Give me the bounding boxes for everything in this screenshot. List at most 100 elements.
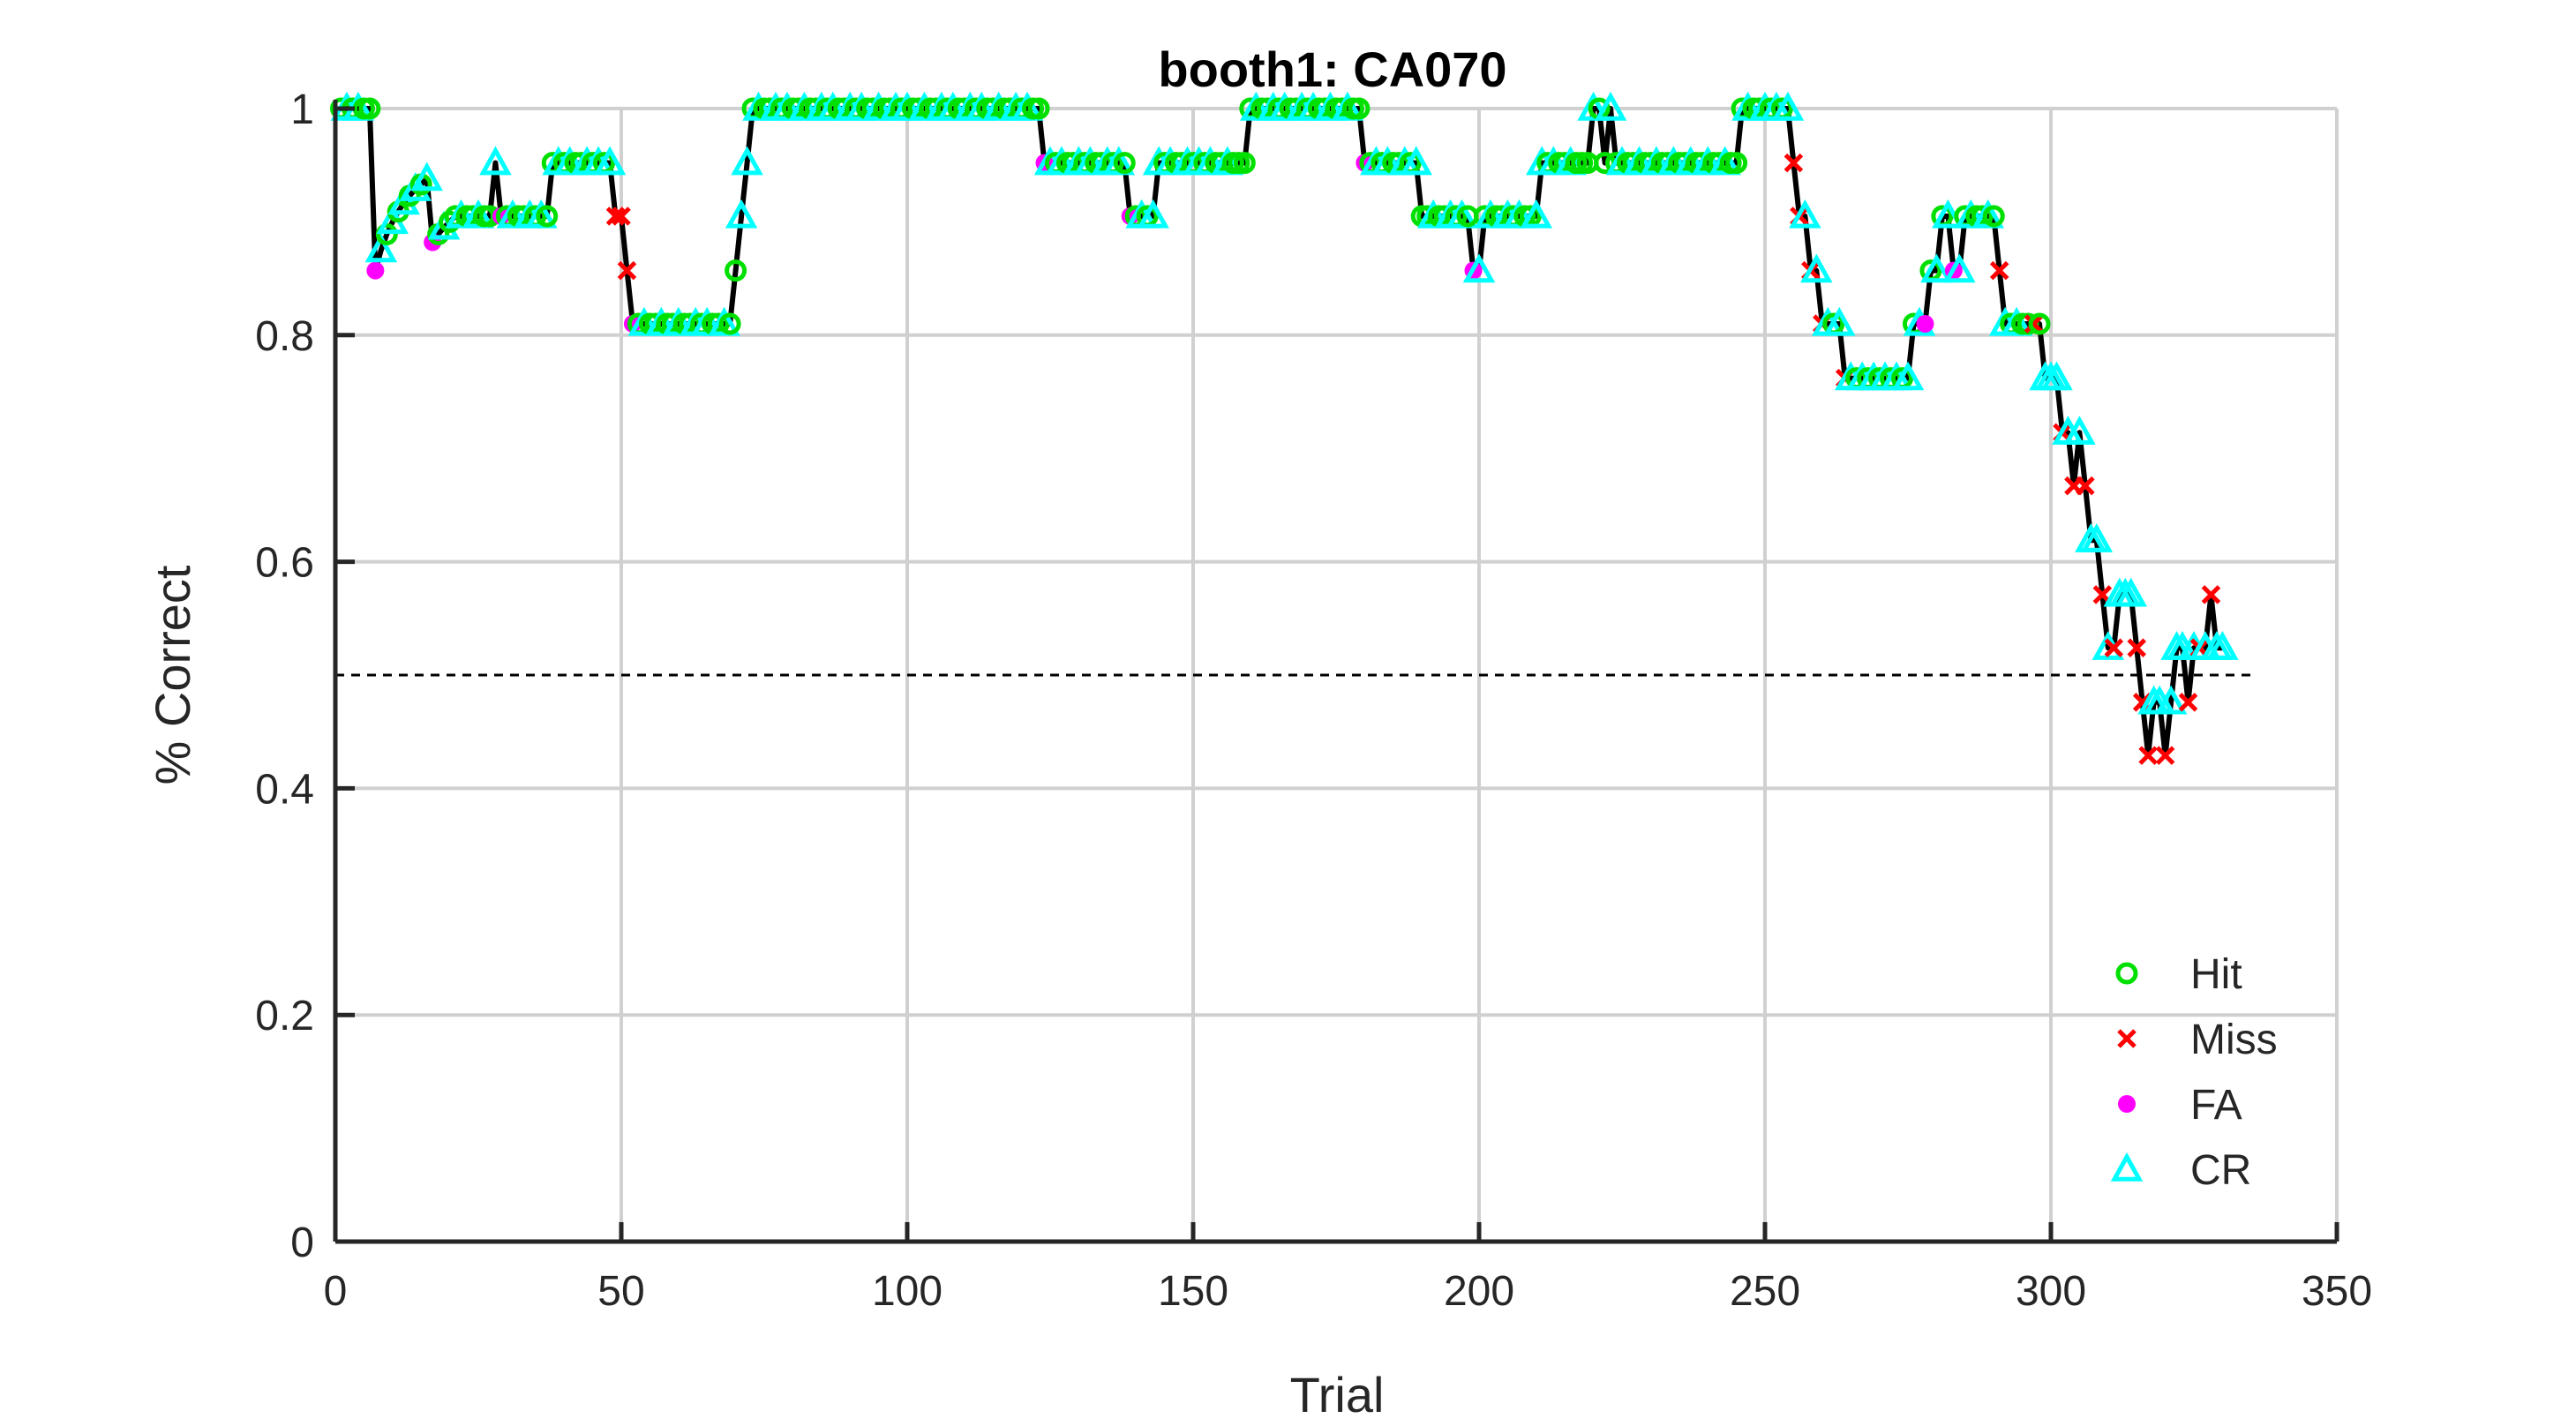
trial-marker-miss — [2138, 746, 2158, 765]
trial-marker-cr — [445, 199, 477, 229]
legend-marker-hit — [2115, 962, 2138, 985]
trial-marker-cr — [1416, 199, 1450, 229]
y-axis-label: % Correct — [145, 565, 200, 784]
trial-marker-cr — [1789, 199, 1821, 229]
trial-marker-cr — [770, 91, 804, 121]
trial-marker-cr — [387, 185, 421, 215]
trial-marker-hit — [718, 312, 741, 335]
trial-marker-fa — [366, 261, 385, 280]
trial-marker-cr — [1623, 146, 1656, 176]
trial-marker-hit — [375, 223, 398, 246]
y-tick-label: 1 — [290, 86, 314, 133]
trial-marker-cr — [1640, 146, 1673, 176]
trial-marker-miss — [1989, 260, 2009, 281]
trial-marker-cr — [2080, 523, 2114, 552]
trial-marker-cr — [1474, 199, 1507, 229]
trial-marker-cr — [1503, 199, 1536, 229]
trial-marker-cr — [1709, 146, 1741, 176]
trial-marker-cr — [496, 199, 529, 229]
trial-marker-cr — [1932, 199, 1964, 229]
trial-marker-cr — [645, 306, 678, 336]
trial-marker-cr — [788, 91, 821, 121]
trial-marker-cr — [1331, 91, 1364, 121]
trial-marker-cr — [1577, 91, 1610, 121]
trial-marker-cr — [2114, 577, 2147, 607]
tick-labels: 0 50 100 150 200 250 300 350 0 0.2 0.4 0.6 0.8 1 — [255, 86, 2372, 1315]
trial-marker-cr — [1771, 91, 1805, 121]
trial-marker-cr — [627, 306, 661, 336]
trial-marker-miss — [1784, 153, 1804, 173]
trial-marker-cr — [1153, 146, 1187, 176]
legend-label-hit: Hit — [2190, 951, 2242, 998]
trial-marker-cr — [890, 91, 924, 121]
trial-marker-miss — [605, 206, 626, 226]
trial-marker-hit — [1027, 97, 1050, 120]
trial-marker-cr — [2000, 306, 2033, 336]
trial-marker-miss — [2024, 314, 2044, 334]
trial-marker-cr — [1371, 146, 1404, 176]
trial-marker-hit — [1233, 152, 1256, 175]
trial-marker-cr — [525, 199, 558, 229]
y-tick-label: 0.8 — [255, 313, 314, 360]
trial-marker-cr — [1891, 361, 1925, 391]
trial-marker-cr — [1971, 199, 2004, 229]
trial-marker-cr — [1536, 146, 1570, 176]
trial-marker-cr — [410, 161, 443, 191]
trial-marker-hit — [725, 259, 747, 282]
trial-marker-cr — [1296, 91, 1330, 121]
trial-marker-cr — [1800, 253, 1833, 283]
trial-marker-cr — [1943, 253, 1976, 283]
legend-marker-fa — [2118, 1095, 2136, 1113]
trial-marker-cr — [725, 199, 758, 229]
trial-marker-cr — [1594, 91, 1627, 121]
trial-marker-cr — [1822, 306, 1856, 336]
trial-marker-cr — [1314, 91, 1347, 121]
x-tick-label: 350 — [2302, 1268, 2372, 1315]
legend-marker-miss — [2117, 1029, 2137, 1048]
x-axis-label: Trial — [1290, 1367, 1385, 1422]
trial-marker-cr — [2154, 685, 2188, 715]
x-tick-label: 50 — [597, 1268, 644, 1315]
trial-marker-miss — [2127, 638, 2146, 657]
trial-marker-cr — [708, 306, 740, 336]
trial-marker-cr — [1657, 146, 1690, 176]
trial-marker-cr — [1074, 146, 1107, 176]
trial-marker-miss — [2076, 476, 2095, 496]
legend-marker-cr — [2110, 1152, 2144, 1182]
trial-marker-cr — [1137, 199, 1169, 229]
trial-marker-cr — [908, 91, 941, 121]
trial-marker-cr — [690, 306, 724, 336]
trial-marker-cr — [1102, 146, 1136, 176]
x-tick-label: 300 — [2016, 1268, 2086, 1315]
x-tick-label: 150 — [1158, 1268, 1228, 1315]
trial-marker-cr — [364, 233, 398, 263]
legend-label-cr: CR — [2190, 1147, 2251, 1194]
trial-marker-cr — [1010, 91, 1044, 121]
trial-marker-cr — [845, 91, 878, 121]
trial-marker-cr — [2206, 631, 2239, 660]
trial-marker-cr — [965, 91, 998, 121]
trial-marker-cr — [1400, 146, 1432, 176]
x-tick-label: 200 — [1444, 1268, 1514, 1315]
y-tick-label: 0.4 — [255, 766, 314, 813]
trial-marker-cr — [1554, 146, 1587, 176]
trial-marker-cr — [662, 306, 695, 336]
trial-marker-cr — [1446, 199, 1478, 229]
y-tick-label: 0 — [290, 1220, 314, 1266]
trial-marker-miss — [2155, 746, 2175, 765]
trial-marker-miss — [2201, 585, 2221, 604]
x-tick-label: 0 — [324, 1268, 348, 1315]
trial-marker-cr — [1674, 146, 1708, 176]
chart-title: booth1: CA070 — [1158, 41, 1506, 97]
y-tick-label: 0.2 — [255, 993, 314, 1039]
trial-marker-cr — [1920, 253, 1953, 283]
trial-marker-miss — [612, 206, 631, 226]
trial-marker-hit — [1113, 152, 1136, 175]
y-tick-label: 0.6 — [255, 540, 314, 587]
x-tick-label: 250 — [1730, 1268, 1800, 1315]
legend: Hit Miss FA CR — [2110, 951, 2278, 1194]
trial-marker-hit — [1348, 97, 1371, 120]
trial-marker-miss — [2104, 638, 2124, 657]
